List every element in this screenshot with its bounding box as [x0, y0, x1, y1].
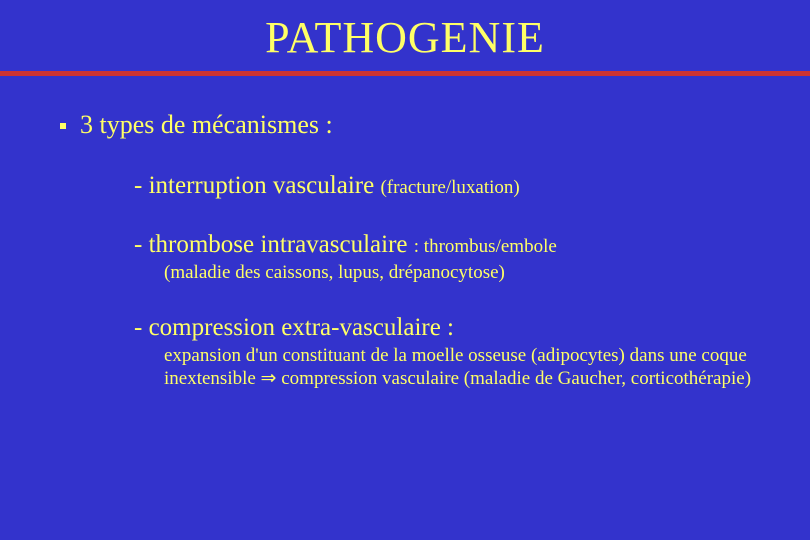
bullet-text: 3 types de mécanismes :	[80, 110, 333, 140]
title-area: PATHOGENIE	[0, 0, 810, 71]
item-head-small: : thrombus/embole	[414, 236, 557, 257]
item-sub: expansion d'un constituant de la moelle …	[134, 344, 760, 392]
list-item: - thrombose intravasculaire : thrombus/e…	[134, 229, 760, 284]
list-item: - interruption vasculaire (fracture/luxa…	[134, 170, 760, 201]
item-sub: (maladie des caissons, lupus, drépanocyt…	[134, 261, 760, 285]
item-head-main: - interruption vasculaire	[134, 172, 380, 199]
item-head: - compression extra-vasculaire :	[134, 312, 760, 343]
slide-title: PATHOGENIE	[0, 12, 810, 63]
bullet-dot-icon	[60, 123, 66, 129]
item-head-small: (fracture/luxation)	[380, 177, 519, 198]
item-head: - interruption vasculaire (fracture/luxa…	[134, 170, 760, 201]
item-head-main: - thrombose intravasculaire	[134, 231, 414, 258]
list-item: - compression extra-vasculaire : expansi…	[134, 312, 760, 391]
content-area: 3 types de mécanismes : - interruption v…	[0, 76, 810, 391]
item-head-main: - compression extra-vasculaire :	[134, 314, 454, 341]
item-head: - thrombose intravasculaire : thrombus/e…	[134, 229, 760, 260]
main-bullet: 3 types de mécanismes :	[50, 110, 760, 140]
items-list: - interruption vasculaire (fracture/luxa…	[50, 170, 760, 391]
